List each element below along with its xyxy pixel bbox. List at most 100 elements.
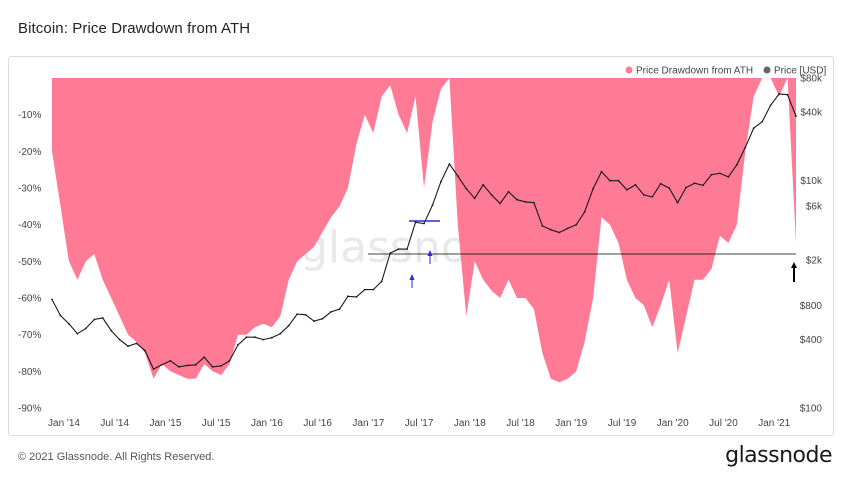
price-point <box>152 368 155 370</box>
x-tick-label: Jan '17 <box>352 418 384 429</box>
price-point <box>744 146 747 149</box>
price-point <box>330 311 332 313</box>
price-point <box>254 336 256 339</box>
price-point <box>68 322 70 325</box>
right-tick-label: $2k <box>806 256 823 267</box>
legend-label-drawdown: Price Drawdown from ATH <box>636 66 753 77</box>
x-tick-label: Jan '19 <box>555 418 587 429</box>
x-tick-label: Jan '14 <box>48 418 80 429</box>
price-point <box>127 345 129 348</box>
price-point <box>279 332 282 335</box>
price-point <box>617 179 620 182</box>
price-point <box>473 197 476 200</box>
price-point <box>414 221 417 224</box>
price-point <box>524 201 527 203</box>
legend-swatch-drawdown <box>625 66 633 74</box>
price-point <box>186 364 189 367</box>
x-tick-label: Jul '18 <box>506 418 535 429</box>
price-point <box>287 324 290 327</box>
annotation-arrow-up <box>427 250 433 264</box>
price-point <box>685 186 687 189</box>
price-point <box>203 356 206 359</box>
price-point <box>465 187 468 190</box>
left-tick-label: -60% <box>18 294 41 305</box>
price-point <box>583 211 586 213</box>
x-tick-label: Jul '16 <box>303 418 332 429</box>
price-point <box>778 93 780 95</box>
drawdown-area <box>52 78 796 383</box>
price-point <box>549 228 552 231</box>
price-point <box>642 194 645 196</box>
annotation-arrow-end <box>791 262 797 282</box>
price-point <box>313 320 315 323</box>
price-point <box>592 187 594 190</box>
left-tick-label: -10% <box>18 110 41 121</box>
left-tick-label: -50% <box>18 257 41 268</box>
annotation-arrow-up <box>409 274 415 288</box>
price-point <box>237 343 239 346</box>
price-point <box>499 202 501 205</box>
price-point <box>769 104 772 107</box>
price-point <box>51 298 53 301</box>
chart-title: Bitcoin: Price Drawdown from ATH <box>18 20 251 37</box>
left-tick-label: -30% <box>18 184 41 195</box>
price-point <box>262 338 265 341</box>
price-point <box>228 359 231 362</box>
right-tick-label: $10k <box>800 176 823 187</box>
price-point <box>609 179 611 182</box>
brand-logo[interactable]: glassnode <box>725 443 832 468</box>
price-point <box>558 231 561 234</box>
x-tick-label: Jul '14 <box>100 418 129 429</box>
price-point <box>76 332 79 335</box>
price-point <box>600 170 603 173</box>
price-point <box>270 336 273 339</box>
price-point <box>177 366 180 368</box>
left-tick-label: -80% <box>18 367 41 378</box>
price-point <box>440 180 442 183</box>
price-point <box>727 176 730 178</box>
price-point <box>296 313 299 315</box>
x-tick-label: Jan '20 <box>657 418 689 429</box>
chart-frame <box>8 56 834 436</box>
price-point <box>634 183 637 186</box>
right-tick-label: $40k <box>800 108 823 119</box>
price-point <box>245 336 248 339</box>
price-point <box>194 363 197 366</box>
price-point <box>541 225 544 227</box>
price-point <box>735 163 738 166</box>
price-point <box>423 222 425 225</box>
price-point <box>347 295 349 298</box>
right-tick-label: $6k <box>806 201 823 212</box>
x-tick-label: Jan '21 <box>758 418 790 429</box>
left-tick-label: -70% <box>18 330 41 341</box>
price-point <box>372 288 375 291</box>
price-point <box>338 308 341 311</box>
price-point <box>507 190 510 193</box>
price-point <box>676 201 679 204</box>
x-tick-label: Jan '15 <box>149 418 181 429</box>
price-point <box>626 189 628 191</box>
x-tick-label: Jan '18 <box>454 418 486 429</box>
copyright-footer: © 2021 Glassnode. All Rights Reserved. <box>18 451 215 463</box>
price-point <box>135 342 138 345</box>
price-point <box>397 248 400 251</box>
price-point <box>659 182 662 185</box>
price-point <box>566 227 569 230</box>
price-point <box>211 366 214 368</box>
left-tick-label: -90% <box>18 404 41 415</box>
price-point <box>702 184 704 187</box>
price-point <box>710 173 713 176</box>
price-point <box>448 163 451 165</box>
price-point <box>651 196 654 198</box>
price-point <box>355 296 358 298</box>
price-point <box>490 194 493 196</box>
price-point <box>304 313 307 316</box>
price-point <box>482 183 485 186</box>
price-point <box>795 115 797 117</box>
price-point <box>110 329 113 332</box>
price-point <box>693 182 696 185</box>
legend-swatch-price <box>763 66 771 74</box>
left-tick-label: -40% <box>18 220 41 231</box>
price-point <box>169 359 172 362</box>
price-point <box>456 175 459 177</box>
